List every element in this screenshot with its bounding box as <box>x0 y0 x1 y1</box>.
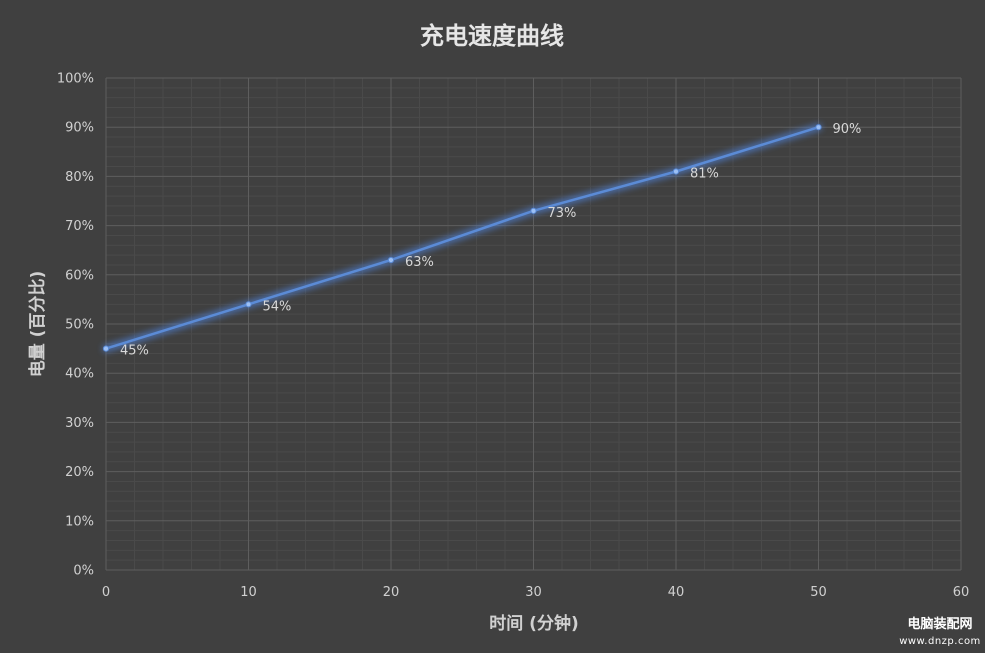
y-tick-label: 10% <box>65 514 94 529</box>
y-tick-label: 40% <box>65 367 94 382</box>
series-charging <box>102 123 822 353</box>
y-tick-label: 30% <box>65 416 94 431</box>
data-label: 73% <box>548 206 577 221</box>
y-tick-label: 60% <box>65 268 94 283</box>
data-label: 45% <box>120 344 149 359</box>
watermark: 电脑装配网 www.dnzp.com <box>899 616 981 647</box>
x-tick-label: 40 <box>668 585 685 600</box>
data-point <box>387 256 395 264</box>
data-label: 81% <box>690 166 719 181</box>
y-axis-title: 电量 (百分比) <box>27 271 48 377</box>
series-line <box>104 125 820 350</box>
watermark-url: www.dnzp.com <box>899 636 981 647</box>
data-point <box>245 301 252 308</box>
watermark-name: 电脑装配网 <box>907 616 972 632</box>
y-tick-label: 90% <box>65 121 94 136</box>
x-tick-label: 10 <box>240 585 257 600</box>
y-tick-label: 80% <box>65 170 94 185</box>
data-label: 63% <box>405 255 434 270</box>
data-point <box>672 168 680 175</box>
x-tick-label: 50 <box>810 585 827 600</box>
data-label: 54% <box>263 299 292 314</box>
data-point <box>530 207 537 214</box>
data-point <box>815 124 822 131</box>
x-axis-title: 时间 (分钟) <box>489 613 578 634</box>
y-axis-ticks: 0% 10% 20% 30% 40% 50% 60% 70% 80% 90% 100% <box>57 72 94 579</box>
y-tick-label: 20% <box>65 465 94 480</box>
y-tick-label: 0% <box>73 564 94 579</box>
data-point <box>102 345 110 352</box>
data-points <box>102 124 822 352</box>
x-tick-label: 20 <box>383 585 400 600</box>
x-tick-label: 60 <box>953 585 970 600</box>
x-axis-ticks: 0 10 20 30 40 50 60 <box>102 585 969 600</box>
x-tick-label: 0 <box>102 585 110 600</box>
data-labels: 45% 54% 63% 73% 81% 90% <box>120 122 861 358</box>
y-tick-label: 70% <box>65 219 94 234</box>
data-label: 90% <box>833 122 862 137</box>
y-tick-label: 50% <box>65 318 94 333</box>
x-tick-label: 30 <box>525 585 542 600</box>
chart-title: 充电速度曲线 <box>420 22 564 50</box>
y-tick-label: 100% <box>57 72 94 87</box>
